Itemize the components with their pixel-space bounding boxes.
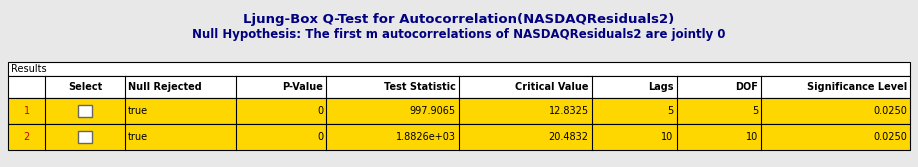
Text: Critical Value: Critical Value (515, 82, 588, 92)
Text: true: true (128, 106, 148, 116)
Text: 997.9065: 997.9065 (409, 106, 456, 116)
Text: 5: 5 (752, 106, 758, 116)
Text: 1.8826e+03: 1.8826e+03 (396, 132, 456, 142)
Text: 0: 0 (318, 106, 323, 116)
Text: Test Statistic: Test Statistic (384, 82, 456, 92)
Bar (8, 98, 910, 124)
Text: 5: 5 (667, 106, 674, 116)
Text: 10: 10 (746, 132, 758, 142)
Text: 0.0250: 0.0250 (873, 106, 907, 116)
Text: Significance Level: Significance Level (807, 82, 907, 92)
Text: 0: 0 (318, 132, 323, 142)
Text: 10: 10 (661, 132, 674, 142)
Text: 12.8325: 12.8325 (549, 106, 588, 116)
Text: Lags: Lags (648, 82, 674, 92)
Text: 1: 1 (24, 106, 29, 116)
Bar (8, 124, 910, 150)
Text: Null Hypothesis: The first m autocorrelations of NASDAQResiduals2 are jointly 0: Null Hypothesis: The first m autocorrela… (192, 28, 726, 41)
Text: 20.4832: 20.4832 (549, 132, 588, 142)
Text: Null Rejected: Null Rejected (128, 82, 201, 92)
Bar (78, 131, 92, 143)
Text: P-Value: P-Value (283, 82, 323, 92)
Bar (8, 62, 910, 76)
Text: Results: Results (11, 64, 47, 74)
Text: Ljung-Box Q-Test for Autocorrelation(NASDAQResiduals2): Ljung-Box Q-Test for Autocorrelation(NAS… (243, 13, 675, 26)
Text: true: true (128, 132, 148, 142)
Text: DOF: DOF (735, 82, 758, 92)
Text: 2: 2 (24, 132, 29, 142)
Text: Select: Select (68, 82, 102, 92)
Bar (78, 105, 92, 117)
Text: 0.0250: 0.0250 (873, 132, 907, 142)
Bar (8, 76, 910, 98)
